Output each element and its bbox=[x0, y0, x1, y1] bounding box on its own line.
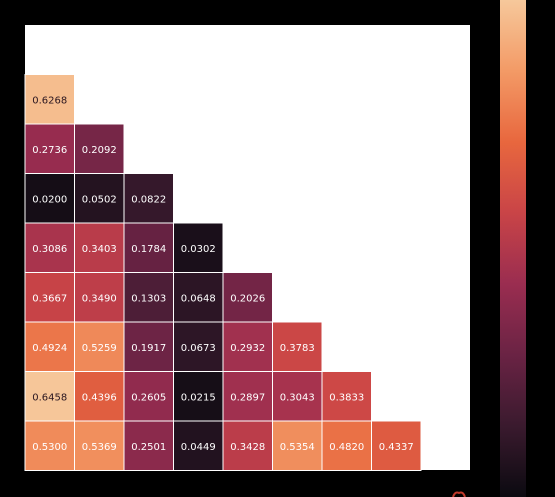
heatmap-cell-r8-c1 bbox=[74, 420, 125, 471]
cell-label-r4-c3: 0.0302 bbox=[181, 244, 216, 255]
heatmap-cell-r7-c3 bbox=[173, 371, 224, 422]
cell-label-r6-c0: 0.4924 bbox=[32, 343, 67, 354]
colorbar-gradient bbox=[500, 0, 526, 497]
cell-label-r8-c1: 0.5369 bbox=[82, 442, 117, 453]
cell-label-r1-c0: 0.6268 bbox=[32, 95, 67, 106]
heatmap-cell-r6-c2 bbox=[123, 321, 174, 372]
cell-label-r4-c0: 0.3086 bbox=[32, 244, 67, 255]
heatmap-cell-r5-c4 bbox=[222, 272, 273, 323]
heatmap-cell-r6-c3 bbox=[173, 321, 224, 372]
cell-label-r5-c0: 0.3667 bbox=[32, 293, 67, 304]
cell-label-r6-c2: 0.1917 bbox=[131, 343, 166, 354]
cell-label-r5-c4: 0.2026 bbox=[230, 293, 265, 304]
cell-label-r8-c0: 0.5300 bbox=[32, 442, 67, 453]
heatmap-cell-r5-c2 bbox=[123, 272, 174, 323]
cell-label-r6-c5: 0.3783 bbox=[280, 343, 315, 354]
heatmap-cell-r2-c1 bbox=[74, 123, 125, 174]
heatmap-cell-r8-c6 bbox=[321, 420, 372, 471]
cell-label-r8-c3: 0.0449 bbox=[181, 442, 216, 453]
cell-label-r8-c7: 0.4337 bbox=[379, 442, 414, 453]
heatmap-cell-r5-c1 bbox=[74, 272, 125, 323]
cell-label-r8-c6: 0.4820 bbox=[329, 442, 364, 453]
heatmap-cell-r8-c2 bbox=[123, 420, 174, 471]
heatmap-cell-r6-c0 bbox=[24, 321, 75, 372]
cell-label-r8-c2: 0.2501 bbox=[131, 442, 166, 453]
heatmap-cell-r6-c5 bbox=[272, 321, 323, 372]
cell-label-r2-c1: 0.2092 bbox=[82, 145, 117, 156]
heatmap-cell-r8-c4 bbox=[222, 420, 273, 471]
cell-label-r4-c1: 0.3403 bbox=[82, 244, 117, 255]
cell-label-r3-c0: 0.0200 bbox=[32, 194, 67, 205]
cell-label-r3-c1: 0.0502 bbox=[82, 194, 117, 205]
cell-label-r5-c2: 0.1303 bbox=[131, 293, 166, 304]
heatmap-cell-r4-c1 bbox=[74, 222, 125, 273]
heatmap-cell-r4-c2 bbox=[123, 222, 174, 273]
heatmap-cell-r6-c1 bbox=[74, 321, 125, 372]
cell-label-r7-c0: 0.6458 bbox=[32, 392, 67, 403]
heatmap-cell-r1-c0 bbox=[24, 74, 75, 125]
heatmap-cell-r2-c0 bbox=[24, 123, 75, 174]
heatmap-cell-r7-c6 bbox=[321, 371, 372, 422]
heatmap-cell-r7-c0 bbox=[24, 371, 75, 422]
cell-label-r6-c1: 0.5259 bbox=[82, 343, 117, 354]
heatmap-cell-r8-c0 bbox=[24, 420, 75, 471]
cell-label-r7-c6: 0.3833 bbox=[329, 392, 364, 403]
cell-label-r3-c2: 0.0822 bbox=[131, 194, 166, 205]
heatmap-cell-r4-c3 bbox=[173, 222, 224, 273]
cell-label-r5-c3: 0.0648 bbox=[181, 293, 216, 304]
cell-label-r7-c1: 0.4396 bbox=[82, 392, 117, 403]
cell-label-r8-c5: 0.5354 bbox=[280, 442, 315, 453]
heatmap-cell-r7-c2 bbox=[123, 371, 174, 422]
cell-label-r7-c2: 0.2605 bbox=[131, 392, 166, 403]
cell-label-r7-c3: 0.0215 bbox=[181, 392, 216, 403]
heatmap-cell-r7-c1 bbox=[74, 371, 125, 422]
cell-label-r8-c4: 0.3428 bbox=[230, 442, 265, 453]
cell-label-r6-c4: 0.2932 bbox=[230, 343, 265, 354]
heatmap-cell-r8-c7 bbox=[371, 420, 422, 471]
cell-label-r6-c3: 0.0673 bbox=[181, 343, 216, 354]
cell-label-r4-c2: 0.1784 bbox=[131, 244, 166, 255]
cell-label-r5-c1: 0.3490 bbox=[82, 293, 117, 304]
cell-label-r7-c5: 0.3043 bbox=[280, 392, 315, 403]
corner-mark bbox=[452, 491, 466, 497]
cell-label-r2-c0: 0.2736 bbox=[32, 145, 67, 156]
colorbar bbox=[500, 0, 526, 497]
heatmap-cell-r7-c4 bbox=[222, 371, 273, 422]
heatmap-cell-r5-c3 bbox=[173, 272, 224, 323]
cell-label-r7-c4: 0.2897 bbox=[230, 392, 265, 403]
